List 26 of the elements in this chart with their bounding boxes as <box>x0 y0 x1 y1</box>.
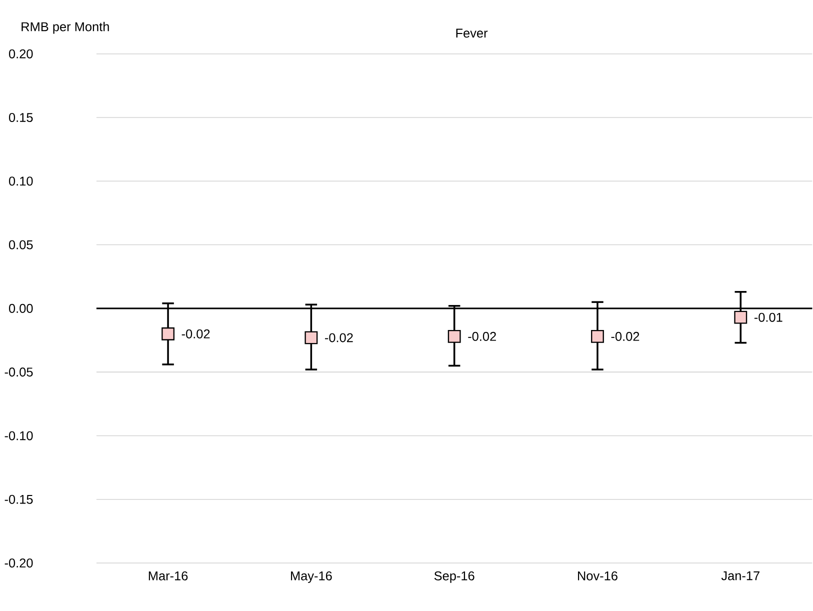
x-tick-label: Jan-17 <box>721 571 760 580</box>
data-label: -0.02 <box>182 329 210 338</box>
x-tick-label: Mar-16 <box>148 571 188 580</box>
x-tick-label: Nov-16 <box>578 571 618 580</box>
y-tick-label: 0.20 <box>8 49 33 58</box>
chart-title: Fever <box>456 28 488 38</box>
data-label: -0.01 <box>754 312 782 322</box>
point <box>304 331 318 344</box>
y-tick-label: 0.15 <box>8 112 33 122</box>
point <box>734 310 748 324</box>
y-tick-label: -0.05 <box>4 368 33 377</box>
y-tick-label: -0.20 <box>4 558 33 568</box>
x-tick-label: May-16 <box>291 571 332 583</box>
point <box>591 330 604 343</box>
y-tick-label: -0.15 <box>4 494 33 504</box>
x-tick-label: Sep-16 <box>434 571 474 583</box>
y-tick-label: 0.00 <box>8 304 33 313</box>
point <box>162 327 174 340</box>
point <box>448 330 461 343</box>
data-label: -0.02 <box>468 332 496 341</box>
data-label: -0.02 <box>324 333 353 342</box>
y-axis-title: RMB per Month <box>22 22 109 34</box>
data-label: -0.02 <box>611 332 640 341</box>
y-tick-label: -0.10 <box>4 431 33 440</box>
y-tick-label: 0.05 <box>8 240 33 250</box>
y-tick-label: 0.10 <box>8 176 33 186</box>
